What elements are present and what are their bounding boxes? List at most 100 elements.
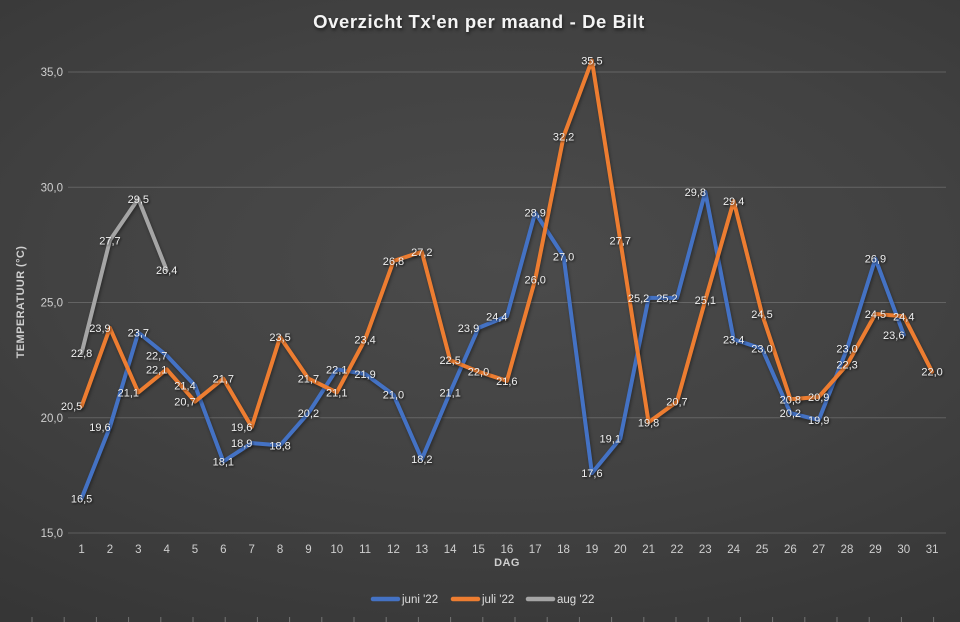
x-tick-label: 18 <box>557 544 570 556</box>
data-label: 18,2 <box>411 454 432 466</box>
x-tick-label: 21 <box>642 544 655 556</box>
data-label: 23,4 <box>354 334 375 346</box>
data-label: 24,4 <box>893 311 914 323</box>
x-tick-label: 19 <box>586 544 599 556</box>
data-label: 19,1 <box>600 433 621 445</box>
data-labels: 16,5 19,6 23,7 22,7 21,4 18,1 18,9 18,8 20,2 22,1… <box>61 55 943 505</box>
data-label: 18,9 <box>231 438 252 450</box>
grid <box>68 71 946 534</box>
data-label: 20,5 <box>61 401 82 413</box>
series-line-aug-22 <box>79 196 169 356</box>
data-label: 20,7 <box>666 397 687 409</box>
data-label: 27,7 <box>99 235 120 247</box>
x-tick-label: 6 <box>220 544 226 556</box>
data-label: 32,2 <box>553 132 574 144</box>
data-label: 22,3 <box>836 360 857 372</box>
data-label: 23,0 <box>751 344 772 356</box>
x-tick-label: 12 <box>387 544 400 556</box>
data-label: 24,5 <box>865 309 886 321</box>
x-tick-label: 17 <box>529 544 542 556</box>
x-tick-label: 8 <box>277 544 283 556</box>
data-label: 21,1 <box>439 387 460 399</box>
x-tick-label: 2 <box>107 544 113 556</box>
data-label: 20,2 <box>780 408 801 420</box>
data-label: 19,9 <box>808 415 829 427</box>
data-label: 18,8 <box>269 440 290 452</box>
x-tick-label: 4 <box>163 544 170 556</box>
series-line-juli-22 <box>79 58 935 429</box>
data-label: 29,4 <box>723 196 744 208</box>
legend-item-juni-22: juni '22 <box>370 594 438 606</box>
legend-item-aug-22: aug '22 <box>525 594 594 606</box>
data-label: 35,5 <box>581 55 602 67</box>
data-label: 20,2 <box>298 408 319 420</box>
legend-label-juli-22: juli '22 <box>481 594 514 606</box>
data-label: 27,0 <box>553 251 574 263</box>
x-tick-label: 10 <box>330 544 343 556</box>
y-tick-label: 20,0 <box>41 413 63 425</box>
data-label: 25,2 <box>628 293 649 305</box>
x-tick-label: 11 <box>359 544 371 556</box>
data-label: 21,9 <box>354 369 375 381</box>
series-lines <box>79 58 935 501</box>
data-label: 20,9 <box>808 392 829 404</box>
data-label: 25,2 <box>656 293 677 305</box>
data-label: 18,1 <box>213 457 234 469</box>
y-tick-label: 30,0 <box>41 182 63 194</box>
data-label: 19,8 <box>638 417 659 429</box>
x-tick-label: 9 <box>305 544 311 556</box>
x-axis-title: DAG <box>494 557 520 569</box>
x-tick-label: 25 <box>756 544 769 556</box>
legend-item-juli-22: juli '22 <box>450 594 514 606</box>
data-label: 20,8 <box>780 394 801 406</box>
data-label: 17,6 <box>581 468 602 480</box>
x-tick-label: 1 <box>78 544 84 556</box>
x-tick-label: 31 <box>926 544 939 556</box>
data-label: 24,5 <box>751 309 772 321</box>
data-label: 21,4 <box>174 380 195 392</box>
x-tick-label: 28 <box>841 544 854 556</box>
data-label: 23,7 <box>128 327 149 339</box>
data-label: 26,4 <box>156 265 177 277</box>
x-tick-label: 22 <box>671 544 684 556</box>
data-label: 22,7 <box>146 351 167 363</box>
data-label: 22,0 <box>468 367 489 379</box>
y-tick-label: 15,0 <box>41 528 63 540</box>
data-label: 23,5 <box>269 332 290 344</box>
data-label: 22,0 <box>921 367 942 379</box>
data-label: 21,7 <box>213 374 234 386</box>
data-label: 23,9 <box>89 323 110 335</box>
y-axis-ticks: 15,0 20,0 25,0 30,0 35,0 <box>41 67 63 540</box>
chart-title: Overzicht Tx'en per maand - De Bilt <box>313 11 645 32</box>
data-label: 19,6 <box>89 422 110 434</box>
data-label: 25,1 <box>695 295 716 307</box>
x-tick-label: 23 <box>699 544 712 556</box>
data-label: 23,6 <box>883 330 904 342</box>
y-axis-title: TEMPERATUUR (°C) <box>15 246 27 359</box>
x-tick-label: 30 <box>897 544 910 556</box>
legend-label-aug-22: aug '22 <box>557 594 594 606</box>
y-tick-label: 25,0 <box>41 298 63 310</box>
data-label: 21,7 <box>298 374 319 386</box>
x-tick-label: 24 <box>727 544 740 556</box>
y-tick-label: 35,0 <box>41 67 63 79</box>
data-label: 28,9 <box>524 208 545 220</box>
data-label: 21,0 <box>383 390 404 402</box>
legend-label-juni-22: juni '22 <box>401 594 438 606</box>
x-tick-label: 13 <box>415 544 428 556</box>
data-label: 20,7 <box>174 397 195 409</box>
data-label: 27,7 <box>610 235 631 247</box>
data-label: 21,1 <box>326 387 347 399</box>
x-axis-ticks: 1 2 3 4 5 6 7 8 9 10 11 12 13 14 15 16 17 18 19 20 21 22 23 24 2… <box>78 544 938 556</box>
data-label: 27,2 <box>411 247 432 259</box>
data-label: 22,5 <box>439 355 460 367</box>
x-tick-label: 26 <box>784 544 797 556</box>
x-tick-label: 14 <box>444 544 457 556</box>
x-tick-label: 29 <box>869 544 882 556</box>
x-tick-label: 7 <box>248 544 254 556</box>
data-label: 22,1 <box>326 364 347 376</box>
data-label: 21,1 <box>118 387 139 399</box>
data-label: 29,5 <box>128 194 149 206</box>
x-tick-label: 16 <box>500 544 513 556</box>
data-label: 29,8 <box>685 187 706 199</box>
